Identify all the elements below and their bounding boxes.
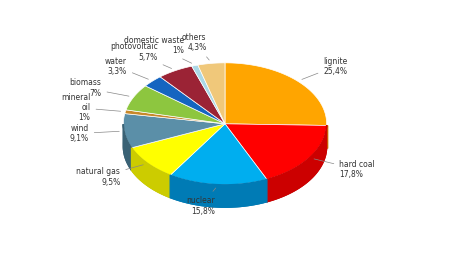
Polygon shape xyxy=(131,124,225,175)
Text: photovoltaic
5,7%: photovoltaic 5,7% xyxy=(110,42,171,69)
Text: others
4,3%: others 4,3% xyxy=(182,33,209,60)
Polygon shape xyxy=(160,66,225,124)
Text: wind
9,1%: wind 9,1% xyxy=(70,124,119,143)
Polygon shape xyxy=(225,124,267,202)
Text: nuclear
15,8%: nuclear 15,8% xyxy=(186,188,216,216)
Polygon shape xyxy=(131,148,170,198)
Polygon shape xyxy=(125,110,225,124)
Polygon shape xyxy=(225,124,267,202)
Polygon shape xyxy=(267,126,327,202)
Polygon shape xyxy=(123,124,131,170)
Polygon shape xyxy=(225,124,327,179)
Polygon shape xyxy=(192,65,225,124)
Polygon shape xyxy=(170,124,225,198)
Text: biomass
7%: biomass 7% xyxy=(70,78,129,98)
Text: mineral
oil
1%: mineral oil 1% xyxy=(61,93,121,122)
Polygon shape xyxy=(131,148,170,198)
Polygon shape xyxy=(198,63,225,124)
Polygon shape xyxy=(225,63,327,126)
Polygon shape xyxy=(131,124,225,170)
Polygon shape xyxy=(170,175,267,207)
Polygon shape xyxy=(225,124,327,148)
Text: natural gas
9,5%: natural gas 9,5% xyxy=(76,165,143,187)
Polygon shape xyxy=(123,114,225,148)
Polygon shape xyxy=(225,124,327,148)
Polygon shape xyxy=(170,124,267,185)
Polygon shape xyxy=(170,175,267,207)
Text: domestic waste
1%: domestic waste 1% xyxy=(124,36,192,63)
Text: water
3,3%: water 3,3% xyxy=(105,56,148,79)
Polygon shape xyxy=(131,124,225,170)
Polygon shape xyxy=(123,124,131,170)
Polygon shape xyxy=(145,77,225,124)
Ellipse shape xyxy=(123,85,327,207)
Polygon shape xyxy=(170,124,225,198)
Polygon shape xyxy=(267,126,327,202)
Text: lignite
25,4%: lignite 25,4% xyxy=(302,57,347,79)
Text: hard coal
17,8%: hard coal 17,8% xyxy=(314,159,375,179)
Polygon shape xyxy=(126,86,225,124)
